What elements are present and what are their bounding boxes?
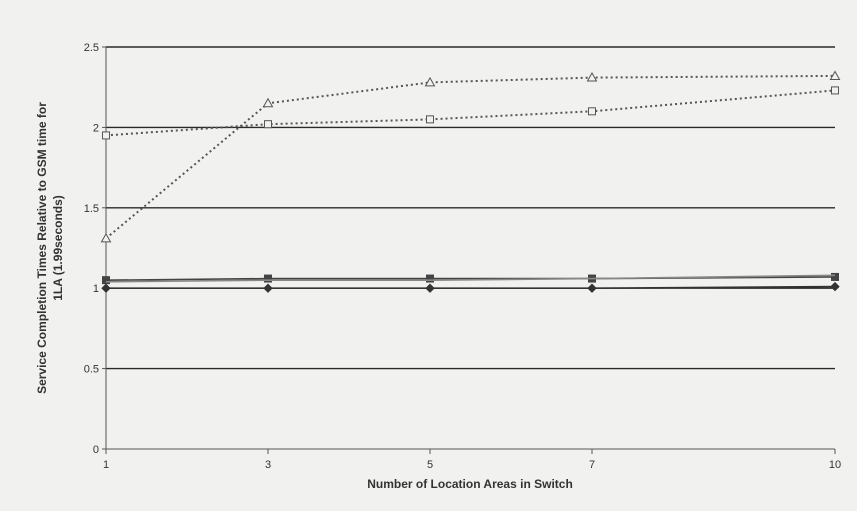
y-tick-label-0: 0	[93, 444, 99, 456]
series-0	[100, 70, 841, 243]
y-tick-label-2: 1	[93, 283, 99, 295]
series-2-point-2	[426, 274, 434, 283]
x-tick-label-3: 7	[589, 459, 595, 471]
y-axis-title-line1: Service Completion Times Relative to GSM…	[35, 102, 49, 394]
series-3-line	[105, 274, 836, 283]
series-4-point-1	[263, 283, 273, 293]
y-tick-label-1: 0.5	[84, 364, 99, 376]
axes	[102, 46, 836, 454]
y-axis-title-line2: 1LA (1.99seconds)	[51, 195, 65, 301]
series-group	[100, 70, 841, 293]
series-4-line	[106, 285, 836, 290]
series-4-point-0	[101, 283, 111, 293]
series-0-line	[105, 74, 836, 240]
series-1-point-0	[102, 131, 110, 140]
series-1-point-1	[264, 120, 272, 129]
y-tick-label-3: 1.5	[84, 203, 99, 215]
series-2-point-0	[102, 276, 110, 285]
x-tick-label-2: 5	[427, 459, 433, 471]
series-0-point-1	[262, 97, 274, 108]
series-4-point-4	[830, 281, 840, 292]
series-1-point-3	[588, 107, 596, 116]
series-0-point-4	[829, 70, 841, 80]
x-tick-label-1: 3	[265, 459, 271, 471]
y-tick-label-5: 2.5	[84, 42, 99, 54]
y-axis-title: Service Completion Times Relative to GSM…	[35, 102, 65, 394]
series-3	[105, 274, 836, 283]
gridlines	[106, 46, 835, 370]
x-axis-title: Number of Location Areas in Switch	[367, 477, 573, 491]
series-1-point-2	[426, 115, 434, 124]
series-1-point-4	[831, 86, 839, 95]
series-2-point-1	[264, 274, 272, 283]
series-4	[101, 281, 840, 293]
series-4-point-3	[587, 283, 597, 293]
tick-labels: 0 0.5 1 1.5 2 2.5 1 3 5 7 10	[84, 42, 841, 471]
series-1-line	[105, 89, 836, 137]
x-tick-label-4: 10	[829, 459, 841, 471]
series-2	[102, 272, 839, 285]
series-4-point-2	[425, 283, 435, 293]
series-0-point-3	[586, 72, 598, 82]
x-tick-label-0: 1	[103, 459, 109, 471]
y-tick-label-4: 2	[93, 122, 99, 134]
series-0-point-0	[100, 232, 112, 243]
series-2-point-4	[831, 272, 839, 281]
series-0-point-2	[424, 76, 436, 87]
series-1	[102, 86, 839, 140]
